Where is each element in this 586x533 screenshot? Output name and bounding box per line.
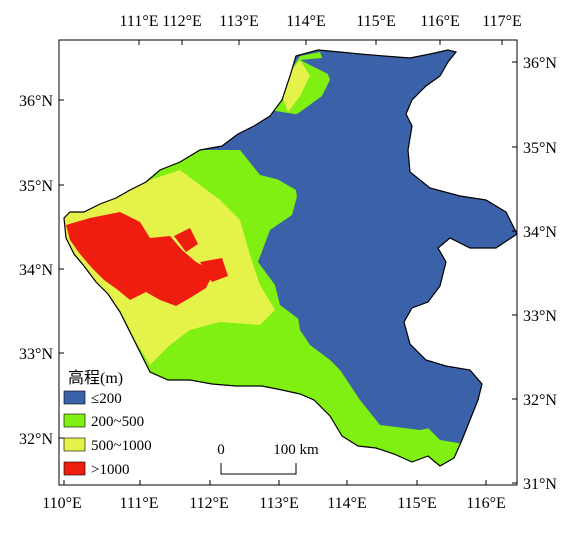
top-tick-label: 112°E [162,13,202,30]
legend: 高程(m) ≤200 200~500 500~1000 >1000 [63,369,152,478]
top-axis: 111°E 112°E 113°E 114°E 115°E 116°E 117°… [120,13,522,45]
legend-swatch [63,437,86,452]
right-tick-label: 35°N [523,140,557,157]
right-tick-label: 32°N [523,392,557,409]
legend-label: 200~500 [91,414,144,430]
top-tick-label: 116°E [420,13,460,30]
legend-title: 高程(m) [68,369,123,387]
bottom-tick-label: 113°E [259,495,299,512]
scale-bar-end-label: 100 km [273,442,319,458]
left-tick-label: 32°N [19,431,53,448]
bottom-tick-label: 116°E [466,495,506,512]
bottom-axis: 110°E 111°E 112°E 113°E 114°E 115°E 116°… [42,480,506,512]
left-tick-label: 33°N [19,346,53,363]
top-tick-label: 114°E [286,13,326,30]
left-tick-label: 35°N [19,178,53,195]
mountain-layer [66,212,228,306]
left-tick-label: 34°N [19,262,53,279]
right-tick-label: 31°N [523,476,557,493]
top-tick-label: 115°E [356,13,396,30]
right-tick-label: 36°N [523,55,557,72]
top-tick-label: 117°E [482,13,522,30]
bottom-tick-label: 114°E [327,495,367,512]
scale-bar-start-label: 0 [217,442,225,458]
legend-label: ≤200 [91,391,122,407]
right-axis: 36°N 35°N 34°N 33°N 32°N 31°N [512,55,557,493]
bottom-tick-label: 112°E [189,495,229,512]
legend-swatch [63,413,86,428]
province-boundary [63,49,518,467]
left-axis: 36°N 35°N 34°N 33°N 32°N [19,93,64,448]
scale-bar: 0 100 km [217,442,319,475]
scale-bar-line [220,463,297,475]
upland-layer [64,60,310,365]
legend-swatch [63,461,86,476]
right-tick-label: 34°N [523,224,557,241]
bottom-tick-label: 115°E [397,495,437,512]
top-tick-label: 111°E [120,13,159,30]
legend-label: >1000 [91,462,129,478]
top-tick-label: 113°E [219,13,259,30]
bottom-tick-label: 111°E [120,495,159,512]
left-tick-label: 36°N [19,93,53,110]
right-tick-label: 33°N [523,308,557,325]
legend-swatch [63,390,86,405]
legend-label: 500~1000 [91,438,152,454]
bottom-tick-label: 110°E [42,495,82,512]
